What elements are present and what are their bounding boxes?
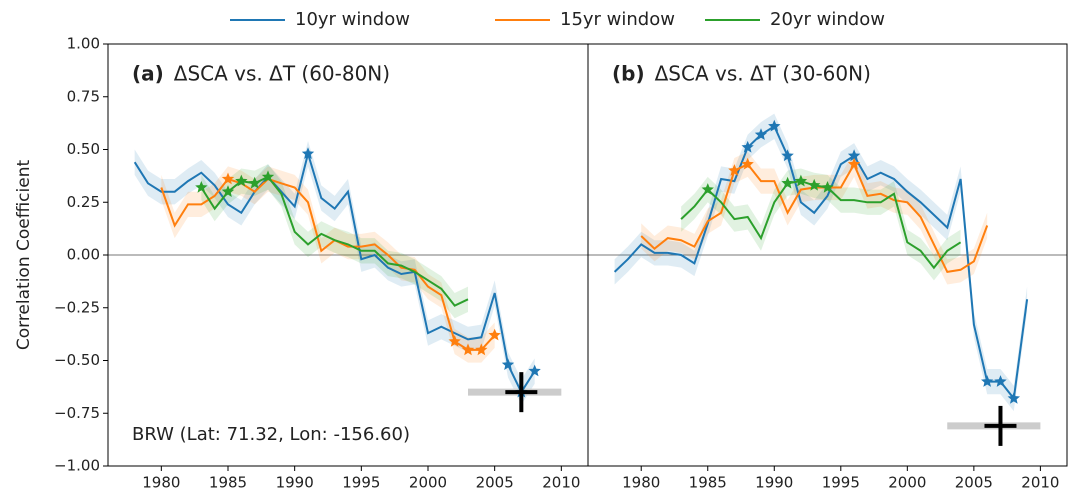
significance-star bbox=[821, 181, 834, 193]
y-tick-label: −0.50 bbox=[54, 351, 100, 369]
significance-star bbox=[754, 128, 768, 140]
y-tick-label: 0.75 bbox=[67, 87, 100, 105]
y-tick-label: −1.00 bbox=[54, 457, 100, 475]
uncertainty-band bbox=[161, 166, 495, 363]
significance-star bbox=[221, 185, 235, 197]
significance-star bbox=[235, 174, 248, 187]
significance-star bbox=[741, 140, 754, 153]
significance-star bbox=[448, 335, 461, 347]
significance-star bbox=[1007, 392, 1020, 404]
x-tick-label: 2000 bbox=[409, 474, 447, 492]
significance-star bbox=[847, 157, 861, 170]
series-line bbox=[680, 180, 962, 270]
y-tick-label: 0.50 bbox=[67, 140, 100, 158]
legend-label: 20yr window bbox=[770, 9, 885, 30]
plot-area bbox=[108, 141, 588, 413]
x-tick-label: 2005 bbox=[955, 474, 993, 492]
significance-star bbox=[728, 164, 741, 176]
x-tick-label: 1995 bbox=[822, 474, 860, 492]
significance-star bbox=[808, 178, 821, 191]
significance-star bbox=[261, 170, 275, 183]
y-tick-label: −0.75 bbox=[54, 404, 100, 422]
x-tick-label: 2000 bbox=[888, 474, 926, 492]
significance-star bbox=[781, 149, 794, 162]
x-tick-label: 1990 bbox=[276, 474, 314, 492]
significance-star bbox=[994, 375, 1007, 387]
significance-star bbox=[741, 157, 754, 170]
y-tick-label: 0.25 bbox=[67, 193, 100, 211]
panel-title: ΔSCA vs. ΔT (30-60N) bbox=[655, 62, 871, 86]
y-tick-label: 0.00 bbox=[67, 246, 100, 264]
significance-star bbox=[475, 343, 488, 356]
series-line bbox=[160, 177, 496, 351]
significance-star bbox=[528, 364, 541, 377]
series-line bbox=[133, 149, 536, 395]
x-tick-label: 2010 bbox=[1021, 474, 1059, 492]
y-tick-label: 1.00 bbox=[67, 35, 100, 53]
panel-label: (b) bbox=[612, 62, 645, 86]
x-tick-label: 1980 bbox=[142, 474, 180, 492]
significance-star bbox=[221, 172, 235, 185]
significance-star bbox=[501, 358, 515, 370]
annotation: BRW (Lat: 71.32, Lon: -156.60) bbox=[132, 424, 410, 445]
significance-star bbox=[488, 328, 501, 341]
plot-frame bbox=[587, 43, 1068, 467]
series-line bbox=[613, 124, 1029, 401]
y-tick-label: −0.25 bbox=[54, 298, 100, 316]
significance-star bbox=[794, 174, 808, 187]
significance-star bbox=[768, 119, 781, 132]
y-axis-label: Correlation Coefficient bbox=[14, 160, 34, 351]
significance-star bbox=[847, 149, 861, 162]
x-tick-label: 2005 bbox=[476, 474, 514, 492]
panel-label: (a) bbox=[132, 62, 164, 86]
uncertainty-band bbox=[134, 141, 535, 405]
uncertainty-band bbox=[641, 151, 988, 285]
legend-label: 15yr window bbox=[560, 9, 675, 30]
significance-star bbox=[301, 147, 315, 159]
significance-star bbox=[195, 181, 208, 193]
series-line bbox=[200, 175, 469, 307]
significance-star bbox=[701, 183, 714, 195]
significance-star bbox=[461, 343, 475, 356]
panel-title: ΔSCA vs. ΔT (60-80N) bbox=[174, 62, 390, 86]
x-tick-label: 2010 bbox=[542, 474, 580, 492]
plot-area bbox=[588, 113, 1067, 446]
legend-label: 10yr window bbox=[295, 9, 410, 30]
x-tick-label: 1995 bbox=[342, 474, 380, 492]
significance-star bbox=[981, 375, 994, 387]
x-tick-label: 1985 bbox=[689, 474, 727, 492]
significance-star bbox=[781, 176, 794, 189]
significance-star bbox=[248, 176, 261, 189]
x-tick-label: 1980 bbox=[622, 474, 660, 492]
x-tick-label: 1990 bbox=[755, 474, 793, 492]
x-tick-label: 1985 bbox=[209, 474, 247, 492]
